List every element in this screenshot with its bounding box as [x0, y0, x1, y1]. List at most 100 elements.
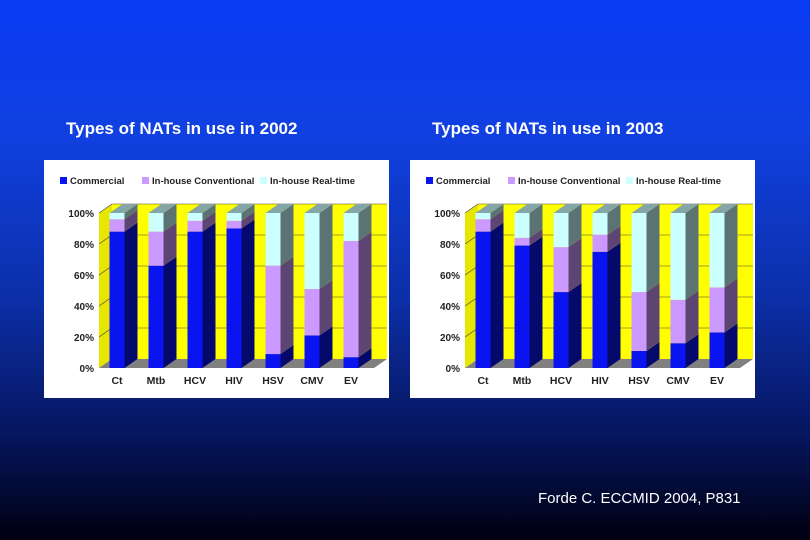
bar-side-EV: [358, 348, 372, 368]
bar-side-HIV: [607, 204, 621, 235]
bar-segment-CMV-0: [304, 335, 320, 368]
y-tick-label: 80%: [440, 240, 460, 251]
chart-2003-svg: Commercial In-house Conventional In-house …: [426, 176, 753, 387]
gridline: [98, 203, 113, 214]
bar-segment-HSV-1: [631, 292, 647, 351]
bar-top-HIV: [226, 204, 255, 213]
bar-side-HIV: [607, 242, 621, 368]
bar-segment-Ct-2: [475, 213, 491, 220]
legend-swatch-0: [60, 177, 67, 184]
legend-label: In-house Real-time: [270, 176, 355, 187]
bar-segment-CMV-1: [304, 288, 320, 336]
bar-segment-EV-0: [709, 332, 725, 368]
legend-swatch-1: [142, 177, 149, 184]
bar-side-HSV: [280, 256, 294, 355]
bar-segment-HIV-1: [226, 220, 242, 229]
x-tick-label: Mtb: [147, 375, 166, 387]
legend-label: Commercial: [70, 176, 124, 187]
bar-segment-HIV-2: [226, 213, 242, 221]
y-tick-label: 40%: [74, 302, 94, 313]
bar-segment-EV-1: [343, 240, 359, 358]
bar-side-Ct: [124, 222, 138, 368]
x-tick-label: HIV: [225, 375, 243, 387]
bar-top-Ct: [109, 204, 138, 213]
y-tick-label: 40%: [440, 302, 460, 313]
x-tick-label: Ct: [477, 375, 489, 387]
bar-segment-HIV-0: [592, 251, 608, 368]
bar-segment-HCV-1: [187, 220, 203, 232]
bar-side-Mtb: [163, 222, 177, 266]
legend-label: In-house Real-time: [636, 176, 721, 187]
bar-segment-Mtb-2: [514, 213, 530, 238]
bar-top-HSV: [265, 204, 294, 213]
bar-segment-Ct-1: [109, 219, 125, 232]
bar-side-HCV: [202, 204, 216, 221]
bar-segment-HCV-1: [553, 247, 569, 293]
bar-segment-HCV-2: [553, 213, 569, 248]
y-tick-label: 100%: [68, 209, 94, 220]
bar-segment-Mtb-1: [148, 231, 164, 266]
bar-side-EV: [358, 231, 372, 358]
legend-swatch-2: [626, 177, 633, 184]
chart-title-2002: Types of NATs in use in 2002: [66, 119, 298, 138]
bar-side-HSV: [280, 345, 294, 368]
bar-top-Mtb: [514, 204, 543, 213]
bar-side-HSV: [646, 341, 660, 368]
bar-segment-HCV-2: [187, 213, 203, 221]
bar-side-Mtb: [529, 236, 543, 368]
bar-segment-HSV-2: [265, 213, 281, 266]
x-tick-label: HCV: [550, 375, 572, 387]
bar-segment-Mtb-0: [148, 265, 164, 368]
bar-side-HCV: [202, 211, 216, 232]
bar-top-EV: [709, 204, 738, 213]
bar-top-CMV: [670, 204, 699, 213]
bar-segment-EV-1: [709, 287, 725, 333]
bar-segment-CMV-1: [670, 299, 686, 344]
bar-segment-HSV-0: [265, 354, 281, 368]
bar-side-HCV: [568, 283, 582, 368]
y-tick-label: 60%: [74, 271, 94, 282]
bar-top-HIV: [592, 204, 621, 213]
bar-side-HSV: [646, 204, 660, 293]
x-tick-label: EV: [710, 375, 724, 387]
bar-side-HIV: [241, 211, 255, 229]
bar-segment-CMV-0: [670, 343, 686, 368]
bar-segment-EV-0: [343, 357, 359, 368]
bar-segment-HCV-0: [187, 231, 203, 368]
y-tick-label: 20%: [440, 333, 460, 344]
y-tick-label: 100%: [434, 209, 460, 220]
bar-side-CMV: [319, 326, 333, 368]
x-tick-label: HSV: [628, 375, 650, 387]
bar-top-HSV: [631, 204, 660, 213]
x-tick-label: HIV: [591, 375, 609, 387]
x-tick-label: CMV: [666, 375, 689, 387]
side-wall: [465, 204, 478, 368]
bar-segment-Ct-0: [475, 231, 491, 368]
bar-segment-HSV-0: [631, 350, 647, 368]
bar-side-HIV: [607, 225, 621, 252]
bar-segment-Ct-1: [475, 219, 491, 232]
bar-side-CMV: [319, 204, 333, 289]
bar-side-EV: [724, 278, 738, 333]
x-tick-label: Ct: [111, 375, 123, 387]
bar-segment-CMV-2: [670, 213, 686, 300]
bar-side-HSV: [280, 204, 294, 266]
bar-segment-HIV-1: [592, 234, 608, 252]
chart-2003: Commercial In-house Conventional In-house …: [410, 160, 755, 398]
bar-top-EV: [343, 204, 372, 213]
chart-2002-svg: Commercial In-house Conventional In-house …: [60, 176, 387, 387]
x-tick-label: EV: [344, 375, 358, 387]
legend-label: In-house Conventional: [152, 176, 254, 187]
chart-title-2003: Types of NATs in use in 2003: [432, 119, 664, 138]
bar-top-Ct: [475, 204, 504, 213]
bar-segment-Mtb-2: [148, 213, 164, 232]
bar-side-Ct: [124, 210, 138, 232]
bar-segment-Mtb-0: [514, 245, 530, 368]
bar-segment-Ct-2: [109, 213, 125, 220]
y-tick-label: 0%: [80, 364, 95, 375]
bar-side-HIV: [241, 204, 255, 221]
bar-side-HCV: [568, 204, 582, 248]
bar-side-Ct: [490, 210, 504, 232]
bar-segment-EV-2: [709, 213, 725, 288]
bar-side-Mtb: [529, 204, 543, 238]
